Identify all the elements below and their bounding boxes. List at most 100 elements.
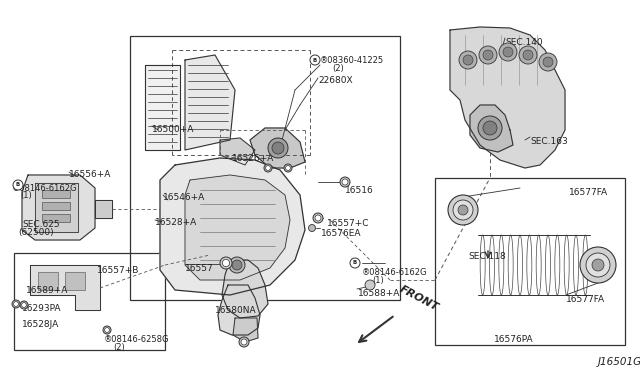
Text: 16500+A: 16500+A bbox=[152, 125, 195, 134]
Text: (1): (1) bbox=[20, 191, 32, 200]
Text: 16293PA: 16293PA bbox=[22, 304, 61, 313]
Polygon shape bbox=[30, 265, 100, 310]
Text: 16577FA: 16577FA bbox=[569, 188, 608, 197]
Circle shape bbox=[592, 259, 604, 271]
Circle shape bbox=[539, 53, 557, 71]
Circle shape bbox=[310, 55, 320, 65]
Text: SEC.118: SEC.118 bbox=[468, 252, 506, 261]
Polygon shape bbox=[222, 260, 268, 318]
Circle shape bbox=[229, 257, 245, 273]
Polygon shape bbox=[218, 285, 260, 335]
Text: (2): (2) bbox=[113, 343, 125, 352]
Text: J16501GR: J16501GR bbox=[598, 357, 640, 367]
Text: 16556+A: 16556+A bbox=[69, 170, 111, 179]
Polygon shape bbox=[35, 183, 78, 232]
Text: 16576PA: 16576PA bbox=[494, 335, 534, 344]
Text: 16589+A: 16589+A bbox=[26, 286, 68, 295]
Polygon shape bbox=[250, 128, 305, 168]
Circle shape bbox=[223, 259, 230, 267]
Bar bbox=[42, 190, 70, 198]
Bar bbox=[42, 214, 70, 222]
Circle shape bbox=[503, 47, 513, 57]
Circle shape bbox=[350, 258, 360, 268]
Text: B: B bbox=[313, 58, 317, 62]
Text: 16526+A: 16526+A bbox=[232, 154, 275, 163]
Polygon shape bbox=[145, 65, 180, 150]
Circle shape bbox=[22, 302, 26, 307]
Polygon shape bbox=[220, 138, 255, 165]
Text: 16576EA: 16576EA bbox=[321, 229, 362, 238]
Text: SEC.163: SEC.163 bbox=[530, 137, 568, 146]
Polygon shape bbox=[185, 175, 290, 280]
Circle shape bbox=[239, 337, 249, 347]
Circle shape bbox=[266, 166, 270, 170]
Circle shape bbox=[241, 339, 247, 345]
Circle shape bbox=[580, 247, 616, 283]
Polygon shape bbox=[185, 55, 235, 150]
Polygon shape bbox=[160, 158, 305, 295]
Text: (2): (2) bbox=[332, 64, 344, 73]
Circle shape bbox=[340, 177, 350, 187]
Circle shape bbox=[523, 50, 533, 60]
Polygon shape bbox=[450, 27, 565, 168]
Bar bbox=[38, 272, 58, 290]
Circle shape bbox=[499, 43, 517, 61]
Text: 16577FA: 16577FA bbox=[566, 295, 605, 304]
Circle shape bbox=[232, 260, 242, 270]
Circle shape bbox=[13, 302, 19, 307]
Circle shape bbox=[220, 257, 232, 269]
Circle shape bbox=[586, 253, 610, 277]
Text: ®08146-6162G: ®08146-6162G bbox=[362, 268, 428, 277]
Text: ®08360-41225: ®08360-41225 bbox=[320, 56, 384, 65]
Text: SEC.140: SEC.140 bbox=[505, 38, 543, 47]
Circle shape bbox=[459, 51, 477, 69]
Circle shape bbox=[453, 200, 473, 220]
Circle shape bbox=[519, 46, 537, 64]
Circle shape bbox=[483, 121, 497, 135]
Text: ®08146-6258G: ®08146-6258G bbox=[104, 335, 170, 344]
Polygon shape bbox=[233, 318, 258, 342]
Polygon shape bbox=[470, 105, 513, 152]
Bar bbox=[65, 272, 85, 290]
Text: 16557+C: 16557+C bbox=[327, 219, 369, 228]
Bar bbox=[42, 202, 70, 210]
Text: 16516: 16516 bbox=[345, 186, 374, 195]
Text: 22680X: 22680X bbox=[318, 76, 353, 85]
Circle shape bbox=[268, 138, 288, 158]
Circle shape bbox=[20, 301, 28, 309]
Circle shape bbox=[264, 164, 272, 172]
Circle shape bbox=[103, 326, 111, 334]
Text: (62500): (62500) bbox=[18, 228, 54, 237]
Text: ®08146-6162G: ®08146-6162G bbox=[12, 184, 77, 193]
Circle shape bbox=[272, 142, 284, 154]
Text: B: B bbox=[16, 183, 20, 187]
Bar bbox=[14, 253, 165, 350]
Text: 16546+A: 16546+A bbox=[163, 193, 205, 202]
Circle shape bbox=[12, 300, 20, 308]
Polygon shape bbox=[22, 175, 95, 240]
Circle shape bbox=[483, 50, 493, 60]
Text: 16528JA: 16528JA bbox=[22, 320, 60, 329]
Text: 16580NA: 16580NA bbox=[215, 306, 257, 315]
Text: 16588+A: 16588+A bbox=[358, 289, 401, 298]
Text: 16557+B: 16557+B bbox=[97, 266, 140, 275]
Circle shape bbox=[104, 328, 109, 333]
Circle shape bbox=[315, 215, 321, 221]
Text: 16557: 16557 bbox=[185, 264, 214, 273]
Circle shape bbox=[313, 213, 323, 223]
Circle shape bbox=[463, 55, 473, 65]
Circle shape bbox=[458, 205, 468, 215]
Circle shape bbox=[543, 57, 553, 67]
Circle shape bbox=[342, 179, 348, 185]
Bar bbox=[435, 178, 625, 345]
Polygon shape bbox=[95, 200, 112, 218]
Circle shape bbox=[285, 166, 291, 170]
Text: 16528+A: 16528+A bbox=[155, 218, 197, 227]
Circle shape bbox=[308, 224, 316, 231]
Circle shape bbox=[479, 46, 497, 64]
Circle shape bbox=[478, 116, 502, 140]
Circle shape bbox=[365, 280, 375, 290]
Text: (1): (1) bbox=[372, 276, 384, 285]
Circle shape bbox=[448, 195, 478, 225]
Text: B: B bbox=[353, 260, 357, 266]
